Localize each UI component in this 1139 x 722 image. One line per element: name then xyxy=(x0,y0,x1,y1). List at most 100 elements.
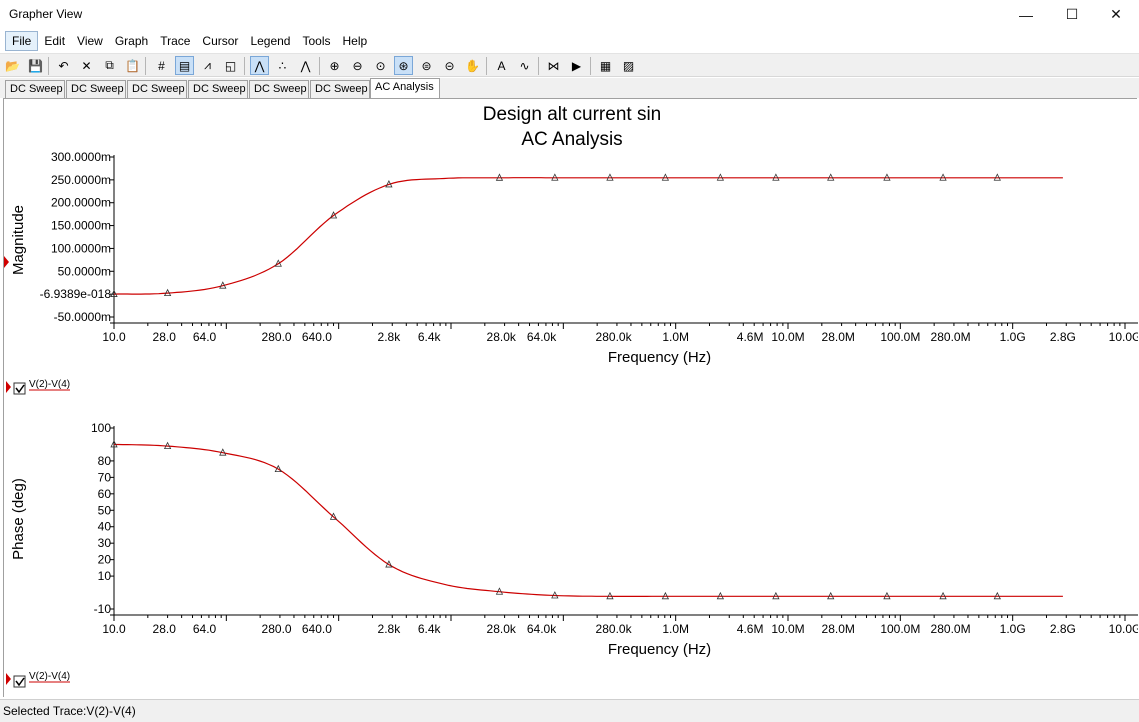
trace-marker xyxy=(606,591,614,600)
text-icon[interactable]: A xyxy=(497,58,506,73)
x-axis-label: Frequency (Hz) xyxy=(608,349,711,366)
selected-trace-marker-icon xyxy=(4,256,9,268)
grid-icon[interactable]: # xyxy=(158,58,165,73)
close-button[interactable]: ✕ xyxy=(1110,6,1122,22)
y-tick-label: 150.0000m xyxy=(51,219,111,233)
trace-marker xyxy=(329,211,338,219)
copy-icon[interactable]: ⧉ xyxy=(105,58,114,72)
maximize-button[interactable]: ☐ xyxy=(1065,6,1079,22)
menu-tools[interactable]: Tools xyxy=(302,33,331,48)
y-tick-label: 250.0000m xyxy=(51,173,111,187)
print-icon[interactable]: ▦ xyxy=(599,58,612,73)
menu-trace[interactable]: Trace xyxy=(160,33,191,48)
trace-marker xyxy=(993,173,1001,181)
menu-bar: File Edit View Graph Trace Cursor Legend… xyxy=(0,30,1139,51)
tab-ac-analysis[interactable]: AC Analysis xyxy=(370,78,440,98)
x-tick-label: 280.0k xyxy=(596,622,633,636)
menu-cursor[interactable]: Cursor xyxy=(202,33,239,48)
zoom-in-icon[interactable]: ⊕ xyxy=(329,58,340,73)
x-tick-label: 100.0M xyxy=(880,330,920,344)
cut-icon[interactable]: ✕ xyxy=(81,58,92,73)
trace-marker xyxy=(163,441,172,450)
legend-checkbox[interactable] xyxy=(13,382,26,395)
export-data-icon[interactable]: ▨ xyxy=(622,58,635,73)
graph-canvas[interactable]: Design alt current sin AC Analysis 300.0… xyxy=(4,99,1139,698)
x-tick-label: 1.0M xyxy=(662,330,689,344)
compare-icon[interactable]: ⋈ xyxy=(547,58,560,73)
toolbar: 📂 💾 ↶ ✕ ⧉ 📋 # ▤ ⩘ ◱ ⋀ ∴ ⋀ ⊕ ⊖ ⊙ ⊛ ⊜ ⊝ ✋ A ∿ ⋈ ▶ ▦ ▨ xyxy=(0,53,1139,77)
legend-icon[interactable]: ▤ xyxy=(175,56,194,75)
tab-dc-sweep-4[interactable]: DC Sweep xyxy=(188,80,248,98)
menu-file[interactable]: File xyxy=(5,30,39,51)
paste-icon[interactable]: 📋 xyxy=(125,58,140,73)
x-tick-label: 2.8k xyxy=(378,330,402,344)
zoom-x-icon[interactable]: ⊜ xyxy=(421,58,432,73)
tab-dc-sweep-5[interactable]: DC Sweep xyxy=(249,80,309,98)
trace-marker xyxy=(495,173,504,181)
show-points-icon[interactable]: ∴ xyxy=(278,58,287,73)
trace-marker xyxy=(772,591,780,600)
trace-marker xyxy=(385,180,393,188)
minimize-button[interactable]: — xyxy=(1019,6,1033,23)
zoom-full-icon[interactable]: ⊛ xyxy=(394,56,413,75)
trace-marker xyxy=(110,440,118,448)
y-axis-label: Magnitude xyxy=(10,205,27,275)
graph-area: Design alt current sin AC Analysis 300.0… xyxy=(3,98,1139,698)
legend-checkbox[interactable] xyxy=(13,675,26,688)
select-marks-icon[interactable]: ⩘ xyxy=(204,58,211,72)
x-tick-label: 10.0 xyxy=(102,330,126,344)
zoom-out-icon[interactable]: ⊖ xyxy=(352,58,363,73)
zoom-y-icon[interactable]: ⊝ xyxy=(444,58,455,73)
undo-icon[interactable]: ↶ xyxy=(58,58,69,73)
x-tick-label: 28.0 xyxy=(153,622,177,636)
x-tick-label: 28.0M xyxy=(822,622,855,636)
x-tick-label: 280.0M xyxy=(931,330,971,344)
trace-marker xyxy=(661,591,670,600)
x-tick-label: 2.8k xyxy=(378,622,402,636)
open-icon[interactable]: 📂 xyxy=(5,58,20,73)
save-icon[interactable]: 💾 xyxy=(28,58,43,73)
x-tick-label: 4.6M xyxy=(737,622,764,636)
menu-help[interactable]: Help xyxy=(342,33,368,48)
y-tick-label: 20 xyxy=(98,553,112,567)
menu-edit[interactable]: Edit xyxy=(44,33,66,48)
legend-phase[interactable]: V(2)-V(4) xyxy=(6,671,70,688)
trace-line xyxy=(113,177,1063,295)
x-tick-label: 28.0k xyxy=(487,330,517,344)
export-icon[interactable]: ▶ xyxy=(571,58,582,73)
tab-dc-sweep-3[interactable]: DC Sweep xyxy=(127,80,187,98)
x-tick-label: 6.4k xyxy=(418,330,442,344)
overlay-icon[interactable]: ◱ xyxy=(224,58,237,73)
show-lines-points-icon[interactable]: ⋀ xyxy=(300,58,311,73)
show-lines-icon[interactable]: ⋀ xyxy=(250,56,269,75)
menu-legend[interactable]: Legend xyxy=(250,33,291,48)
tab-dc-sweep-1[interactable]: DC Sweep xyxy=(5,80,65,98)
pan-icon[interactable]: ✋ xyxy=(465,58,480,73)
x-tick-label: 28.0 xyxy=(153,330,177,344)
x-tick-label: 64.0k xyxy=(527,330,557,344)
tab-dc-sweep-2[interactable]: DC Sweep xyxy=(66,80,126,98)
fft-icon[interactable]: ∿ xyxy=(519,58,530,73)
trace-marker xyxy=(939,173,947,181)
window-title: Grapher View xyxy=(9,7,83,21)
x-tick-label: 2.8G xyxy=(1050,622,1076,636)
x-tick-label: 280.0 xyxy=(262,622,292,636)
trace-marker xyxy=(716,591,725,600)
chart-title: Design alt current sin xyxy=(483,104,661,125)
tab-dc-sweep-6[interactable]: DC Sweep xyxy=(310,80,370,98)
menu-view[interactable]: View xyxy=(77,33,103,48)
legend-arrow-icon xyxy=(6,381,11,393)
toolbar-separator xyxy=(538,57,539,75)
x-tick-label: 1.0G xyxy=(1000,622,1026,636)
trace-marker xyxy=(274,464,282,473)
trace-marker xyxy=(329,512,338,520)
legend-label: V(2)-V(4) xyxy=(29,671,70,682)
chart-subtitle: AC Analysis xyxy=(521,129,622,150)
legend-magnitude[interactable]: V(2)-V(4) xyxy=(4,256,70,395)
trace-marker xyxy=(551,173,559,181)
toolbar-separator xyxy=(486,57,487,75)
x-tick-label: 640.0 xyxy=(302,622,332,636)
zoom-area-icon[interactable]: ⊙ xyxy=(375,58,386,73)
menu-graph[interactable]: Graph xyxy=(114,33,149,48)
x-tick-label: 28.0M xyxy=(822,330,855,344)
